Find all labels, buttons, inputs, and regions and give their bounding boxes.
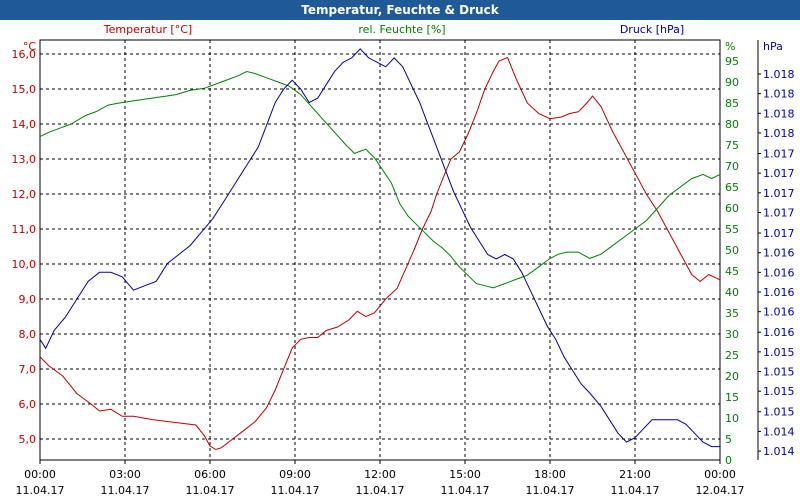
y-tick-humidity: 30 bbox=[725, 328, 739, 341]
y-tick-pressure: 1.018 bbox=[763, 68, 795, 81]
x-tick-time: 18:00 bbox=[534, 468, 566, 481]
series-line-temperature bbox=[39, 56, 721, 451]
y-tick-pressure: 1.018 bbox=[763, 88, 795, 101]
y-unit-pressure: hPa bbox=[763, 40, 783, 53]
x-tick-time: 21:00 bbox=[619, 468, 651, 481]
x-tick-time: 15:00 bbox=[449, 468, 481, 481]
y-tick-humidity: 50 bbox=[725, 244, 739, 257]
x-tick-time: 00:00 bbox=[704, 468, 736, 481]
x-tick-date: 11.04.17 bbox=[186, 484, 235, 497]
y-tick-pressure: 1.018 bbox=[763, 127, 795, 140]
y-tick-temperature: 5,0 bbox=[19, 433, 37, 446]
window-title: Temperatur, Feuchte & Druck bbox=[0, 0, 800, 20]
y-tick-pressure: 1.015 bbox=[763, 346, 795, 359]
y-tick-pressure: 1.016 bbox=[763, 326, 795, 339]
y-tick-humidity: 15 bbox=[725, 391, 739, 404]
y-tick-pressure: 1.015 bbox=[763, 366, 795, 379]
y-tick-humidity: 25 bbox=[725, 349, 739, 362]
y-tick-humidity: 10 bbox=[725, 412, 739, 425]
y-tick-humidity: 20 bbox=[725, 370, 739, 383]
y-tick-pressure: 1.016 bbox=[763, 306, 795, 319]
x-tick-date: 11.04.17 bbox=[611, 484, 660, 497]
y-tick-humidity: 75 bbox=[725, 139, 739, 152]
y-tick-humidity: 95 bbox=[725, 55, 739, 68]
x-tick-time: 09:00 bbox=[279, 468, 311, 481]
y-tick-humidity: 65 bbox=[725, 181, 739, 194]
y-tick-temperature: 9,0 bbox=[19, 293, 37, 306]
x-tick-date: 11.04.17 bbox=[271, 484, 320, 497]
y-tick-humidity: 5 bbox=[725, 433, 732, 446]
y-tick-pressure: 1.018 bbox=[763, 107, 795, 120]
y-tick-temperature: 16,0 bbox=[12, 48, 37, 61]
y-tick-humidity: 85 bbox=[725, 97, 739, 110]
y-tick-temperature: 6,0 bbox=[19, 398, 37, 411]
series-line-pressure bbox=[39, 48, 720, 448]
y-tick-temperature: 10,0 bbox=[12, 258, 37, 271]
y-tick-humidity: 70 bbox=[725, 160, 739, 173]
x-tick-time: 12:00 bbox=[364, 468, 396, 481]
y-tick-temperature: 11,0 bbox=[12, 223, 37, 236]
y-tick-temperature: 12,0 bbox=[12, 188, 37, 201]
y-unit-temperature: °C bbox=[23, 40, 37, 53]
y-tick-humidity: 55 bbox=[725, 223, 739, 236]
y-tick-humidity: 90 bbox=[725, 76, 739, 89]
y-tick-temperature: 8,0 bbox=[19, 328, 37, 341]
y-tick-pressure: 1.015 bbox=[763, 406, 795, 419]
x-tick-date: 11.04.17 bbox=[16, 484, 65, 497]
series-line-humidity bbox=[39, 70, 721, 289]
legend-pressure: Druck [hPa] bbox=[620, 23, 684, 36]
y-tick-pressure: 1.017 bbox=[763, 147, 795, 160]
x-tick-date: 12.04.17 bbox=[696, 484, 745, 497]
y-tick-humidity: 80 bbox=[725, 118, 739, 131]
y-tick-pressure: 1.015 bbox=[763, 385, 795, 398]
y-tick-temperature: 7,0 bbox=[19, 363, 37, 376]
y-tick-pressure: 1.017 bbox=[763, 167, 795, 180]
x-tick-time: 03:00 bbox=[109, 468, 141, 481]
x-tick-time: 00:00 bbox=[24, 468, 56, 481]
y-tick-humidity: 45 bbox=[725, 265, 739, 278]
y-tick-pressure: 1.014 bbox=[763, 445, 795, 458]
x-tick-date: 11.04.17 bbox=[356, 484, 405, 497]
y-tick-humidity: 0 bbox=[725, 454, 732, 467]
x-tick-date: 11.04.17 bbox=[101, 484, 150, 497]
y-tick-pressure: 1.017 bbox=[763, 227, 795, 240]
y-tick-pressure: 1.014 bbox=[763, 425, 795, 438]
y-tick-temperature: 14,0 bbox=[12, 118, 37, 131]
y-unit-humidity: % bbox=[725, 40, 735, 53]
y-tick-pressure: 1.017 bbox=[763, 187, 795, 200]
y-tick-pressure: 1.017 bbox=[763, 206, 795, 219]
chart-svg: 00:00 11.04.17 03:00 11.04.17 06:00 11.04.17 0… bbox=[12, 23, 795, 497]
y-tick-humidity: 60 bbox=[725, 202, 739, 215]
legend-humidity: rel. Feuchte [%] bbox=[358, 23, 445, 36]
y-tick-pressure: 1.016 bbox=[763, 286, 795, 299]
y-tick-temperature: 15,0 bbox=[12, 83, 37, 96]
legend-temperature: Temperatur [°C] bbox=[103, 23, 192, 36]
y-tick-pressure: 1.016 bbox=[763, 247, 795, 260]
y-tick-humidity: 40 bbox=[725, 286, 739, 299]
y-tick-pressure: 1.016 bbox=[763, 266, 795, 279]
x-tick-date: 11.04.17 bbox=[441, 484, 490, 497]
y-tick-temperature: 13,0 bbox=[12, 153, 37, 166]
y-tick-humidity: 35 bbox=[725, 307, 739, 320]
x-tick-time: 06:00 bbox=[194, 468, 226, 481]
x-tick-date: 11.04.17 bbox=[526, 484, 575, 497]
